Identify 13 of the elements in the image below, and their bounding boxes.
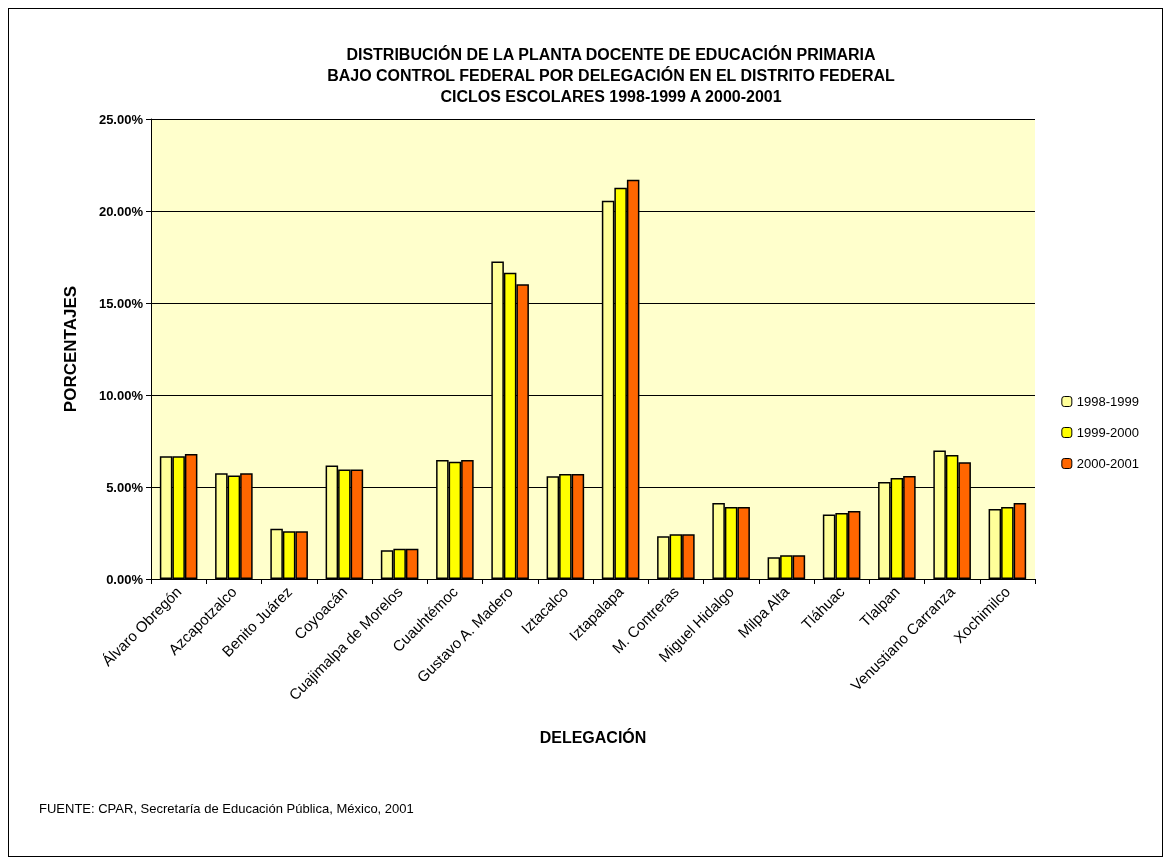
legend-label: 1999-2000 — [1076, 425, 1139, 440]
x-axis-title: DELEGACIÓN — [539, 727, 647, 746]
y-axis-title: PORCENTAJES — [61, 285, 80, 413]
y-tick-label: 15.00% — [98, 295, 144, 311]
y-tick-label: 20.00% — [98, 203, 144, 219]
y-tick-label: 5.00% — [106, 479, 144, 495]
y-tick-label: 25.00% — [98, 111, 144, 127]
y-tick-label: 10.00% — [98, 387, 144, 403]
legend-label: 1998-1999 — [1076, 394, 1139, 409]
source-note: FUENTE: CPAR, Secretaría de Educación Pública, México, 2001 — [39, 801, 414, 816]
chart-title: DISTRIBUCIÓN DE LA PLANTA DOCENTE DE EDUCACIÓN PRIMARIA BAJO CONTROL FEDERAL POR DELEGACIÓN EN EL DISTRITO FEDERAL CICLOS ESCOLARES 1998-1999 A 2000-2001 — [327, 45, 896, 105]
legend-label: 2000-2001 — [1076, 456, 1139, 471]
y-tick-label: 0.00% — [106, 571, 144, 587]
